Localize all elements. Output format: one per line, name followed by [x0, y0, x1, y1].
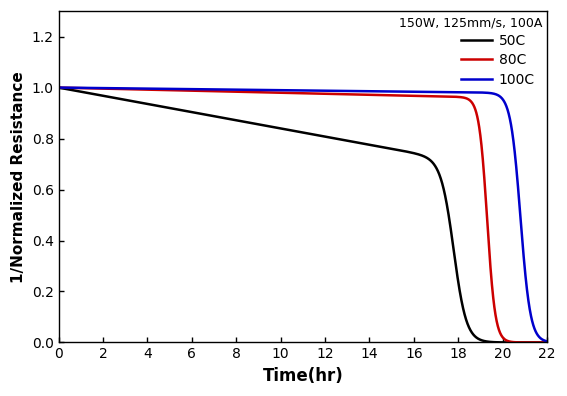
Legend: 50C, 80C, 100C: 50C, 80C, 100C [455, 28, 540, 92]
100C [544, 339, 551, 344]
100C [111, 86, 117, 91]
X-axis label: Time(hr): Time(hr) [263, 367, 343, 385]
50C [55, 85, 62, 90]
80C [140, 87, 147, 92]
100C [534, 332, 541, 337]
50C [111, 95, 117, 100]
80C [264, 90, 270, 95]
50C [534, 340, 541, 345]
Line: 50C: 50C [58, 88, 547, 343]
80C [243, 89, 249, 94]
80C [481, 184, 488, 189]
80C [111, 86, 117, 91]
50C [140, 101, 147, 105]
50C [544, 340, 551, 345]
50C [243, 120, 249, 124]
100C [140, 86, 147, 91]
50C [481, 339, 488, 344]
80C [534, 340, 541, 345]
100C [55, 85, 62, 90]
Line: 80C: 80C [58, 88, 547, 343]
Text: 150W, 125mm/s, 100A: 150W, 125mm/s, 100A [399, 16, 542, 29]
100C [243, 88, 249, 92]
80C [55, 85, 62, 90]
100C [264, 88, 270, 92]
Y-axis label: 1/Normalized Resistance: 1/Normalized Resistance [11, 71, 26, 283]
50C [264, 124, 270, 128]
Line: 100C: 100C [58, 88, 547, 341]
80C [544, 340, 551, 345]
100C [481, 90, 488, 95]
